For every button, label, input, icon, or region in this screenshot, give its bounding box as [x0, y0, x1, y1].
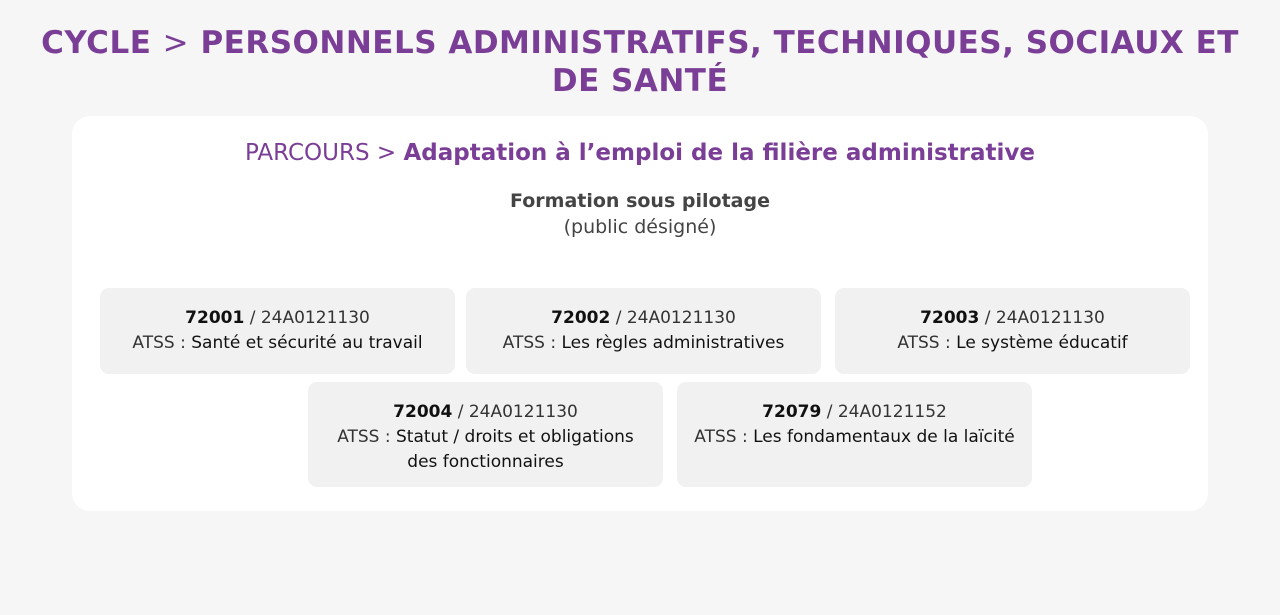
module-separator: / [457, 402, 464, 422]
module-category: ATSS : [694, 427, 748, 447]
module-ref: 24A0121130 [626, 308, 736, 328]
module-title-line: ATSS : Statut / droits et obligations de… [320, 425, 651, 475]
module-title: Statut / droits et obligations des fonct… [396, 427, 634, 472]
module-title-line: ATSS : Les fondamentaux de la laïcité [689, 425, 1020, 450]
parcours-card: PARCOURS > Adaptation à l’emploi de la f… [72, 116, 1208, 511]
module-reference-line: 72002 / 24A0121130 [478, 306, 809, 331]
module-reference-line: 72004 / 24A0121130 [320, 400, 651, 425]
module-title-line: ATSS : Santé et sécurité au travail [112, 331, 443, 356]
module-ref: 24A0121130 [468, 402, 578, 422]
module-title: Le système éducatif [956, 333, 1128, 353]
parcours-heading: PARCOURS > Adaptation à l’emploi de la f… [72, 138, 1208, 168]
module-separator: / [615, 308, 622, 328]
module-reference-line: 72079 / 24A0121152 [689, 400, 1020, 425]
module-category: ATSS : [897, 333, 951, 353]
module-category: ATSS : [502, 333, 557, 353]
module-code: 72003 [920, 308, 980, 328]
module-ref: 24A0121130 [995, 308, 1105, 328]
module-title-line: ATSS : Le système éducatif [847, 331, 1178, 356]
cycle-label: CYCLE [41, 25, 152, 61]
module-title: Les règles administratives [561, 333, 785, 353]
parcours-name: Adaptation à l’emploi de la filière admi… [403, 140, 1035, 166]
module-code: 72001 [185, 308, 245, 328]
module-card[interactable]: 72003 / 24A0121130 ATSS : Le système édu… [835, 288, 1190, 374]
formation-type: Formation sous pilotage [510, 190, 770, 212]
parcours-separator: > [376, 140, 397, 166]
module-ref: 24A0121152 [837, 402, 947, 422]
module-category: ATSS : [337, 427, 391, 447]
module-card[interactable]: 72002 / 24A0121130 ATSS : Les règles adm… [466, 288, 821, 374]
formation-info: Formation sous pilotage (public désigné) [72, 188, 1208, 240]
page-title: CYCLE > PERSONNELS ADMINISTRATIFS, TECHN… [40, 24, 1240, 100]
module-reference-line: 72001 / 24A0121130 [112, 306, 443, 331]
module-separator: / [826, 402, 833, 422]
module-ref: 24A0121130 [260, 308, 370, 328]
formation-public: (public désigné) [563, 216, 717, 238]
module-title-line: ATSS : Les règles administratives [478, 331, 809, 356]
module-code: 72079 [762, 402, 822, 422]
module-card[interactable]: 72001 / 24A0121130 ATSS : Santé et sécur… [100, 288, 455, 374]
parcours-label: PARCOURS [245, 140, 370, 166]
module-category: ATSS : [132, 333, 186, 353]
title-separator: > [162, 25, 190, 61]
module-reference-line: 72003 / 24A0121130 [847, 306, 1178, 331]
module-code: 72002 [551, 308, 611, 328]
module-code: 72004 [393, 402, 453, 422]
module-card[interactable]: 72004 / 24A0121130 ATSS : Statut / droit… [308, 382, 663, 487]
module-card[interactable]: 72079 / 24A0121152 ATSS : Les fondamenta… [677, 382, 1032, 487]
module-title: Les fondamentaux de la laïcité [753, 427, 1015, 447]
module-separator: / [984, 308, 991, 328]
module-separator: / [249, 308, 256, 328]
module-title: Santé et sécurité au travail [191, 333, 423, 353]
cycle-name: PERSONNELS ADMINISTRATIFS, TECHNIQUES, S… [200, 25, 1239, 99]
